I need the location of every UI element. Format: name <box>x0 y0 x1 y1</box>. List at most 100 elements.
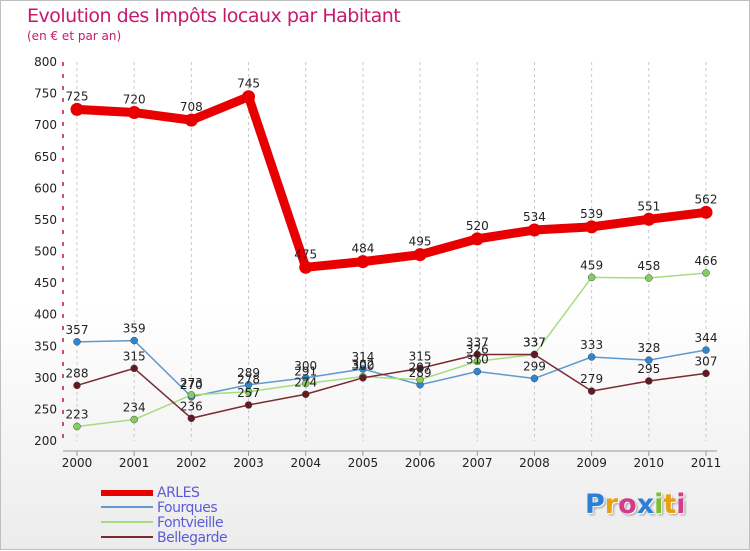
data-label-fontvieille: 273 <box>180 376 203 390</box>
data-label-fourques: 344 <box>695 331 718 345</box>
data-point-arles <box>356 255 370 269</box>
y-tick-label: 350 <box>34 339 57 353</box>
data-point-bellegarde <box>587 387 596 395</box>
data-label-fontvieille: 337 <box>523 335 546 349</box>
legend-swatch-arles <box>101 490 153 496</box>
data-point-fourques <box>702 346 710 354</box>
data-label-bellegarde: 337 <box>466 335 489 349</box>
data-point-bellegarde <box>702 369 710 378</box>
logo-letter: x <box>636 489 655 520</box>
legend-label-fontvieille: Fontvieille <box>157 515 224 531</box>
data-point-fourques <box>473 367 482 376</box>
data-label-bellegarde: 300 <box>351 359 374 373</box>
data-label-arles: 745 <box>237 77 260 91</box>
data-label-fourques: 328 <box>637 341 660 355</box>
data-label-fontvieille: 223 <box>66 407 89 421</box>
data-label-bellegarde: 307 <box>695 354 718 368</box>
data-point-fontvieille <box>130 415 138 424</box>
legend-swatch-fontvieille <box>101 521 153 523</box>
data-point-bellegarde <box>130 364 138 373</box>
x-tick-label: 2007 <box>462 456 493 470</box>
data-label-arles: 708 <box>180 100 203 114</box>
logo-letter: r <box>604 489 619 520</box>
data-point-arles <box>70 102 84 116</box>
data-point-fourques <box>645 356 653 364</box>
legend-swatch-bellegarde <box>101 536 153 538</box>
data-label-bellegarde: 288 <box>66 366 89 380</box>
legend-label-bellegarde: Bellegarde <box>157 530 228 546</box>
data-label-fontvieille: 234 <box>123 401 146 415</box>
data-point-arles <box>642 212 656 226</box>
data-label-fontvieille: 297 <box>409 361 432 375</box>
data-point-fourques <box>587 353 596 361</box>
data-label-arles: 725 <box>66 89 89 103</box>
data-label-fourques: 299 <box>523 359 546 373</box>
data-label-bellegarde: 257 <box>237 386 260 400</box>
data-point-arles <box>299 260 313 274</box>
data-point-fontvieille <box>187 391 196 399</box>
data-label-fontvieille: 466 <box>695 254 718 268</box>
data-point-fontvieille <box>244 387 253 396</box>
y-tick-label: 600 <box>34 181 57 195</box>
y-tick-label: 300 <box>34 371 57 385</box>
data-label-arles: 720 <box>123 93 146 107</box>
x-tick-label: 2001 <box>119 456 150 470</box>
data-label-fourques: 289 <box>409 366 432 380</box>
data-point-arles <box>184 113 198 127</box>
data-point-fontvieille <box>702 269 710 277</box>
x-tick-label: 2011 <box>691 456 722 470</box>
legend-label-arles: ARLES <box>157 485 200 501</box>
legend-swatch-fourques <box>101 506 153 508</box>
data-point-arles <box>413 248 427 262</box>
data-label-arles: 539 <box>580 207 603 221</box>
legend-label-fourques: Fourques <box>157 500 218 516</box>
y-tick-label: 500 <box>34 245 57 259</box>
series-line-bellegarde <box>76 353 707 420</box>
chart-title: Evolution des Impôts locaux par Habitant <box>27 5 401 27</box>
data-label-bellegarde: 315 <box>123 349 146 363</box>
series-line-fontvieille <box>76 272 707 428</box>
x-tick-label: 2002 <box>176 456 207 470</box>
data-point-bellegarde <box>359 374 367 382</box>
data-point-arles <box>527 223 541 237</box>
data-label-arles: 551 <box>637 199 660 213</box>
data-point-bellegarde <box>187 414 196 423</box>
data-point-fourques <box>359 365 367 373</box>
data-label-bellegarde: 337 <box>523 335 546 349</box>
data-label-arles: 534 <box>523 210 546 224</box>
data-label-bellegarde: 236 <box>180 399 203 413</box>
x-tick-label: 2000 <box>62 456 93 470</box>
y-tick-label: 450 <box>34 276 57 290</box>
series-line-arles <box>72 92 711 272</box>
data-point-fontvieille <box>645 274 653 282</box>
data-label-arles: 495 <box>409 235 432 249</box>
data-label-fontvieille: 278 <box>237 373 260 387</box>
data-label-fontvieille: 459 <box>580 258 603 272</box>
data-point-arles <box>242 90 256 104</box>
y-tick-label: 550 <box>34 213 57 227</box>
data-label-fourques: 270 <box>180 378 203 392</box>
data-label-fourques: 314 <box>351 350 374 364</box>
y-tick-label: 750 <box>34 87 57 101</box>
data-point-bellegarde <box>645 377 653 385</box>
data-label-fourques: 300 <box>294 359 317 373</box>
y-tick-label: 250 <box>34 402 57 416</box>
data-point-arles <box>585 220 599 234</box>
x-tick-label: 2009 <box>576 456 607 470</box>
data-point-fourques <box>530 374 539 383</box>
data-point-fontvieille <box>587 273 596 282</box>
logo-letter: o <box>618 489 637 520</box>
data-point-bellegarde <box>73 381 81 390</box>
data-label-fourques: 310 <box>466 353 489 367</box>
x-tick-label: 2006 <box>405 456 436 470</box>
data-point-arles <box>127 106 141 120</box>
data-label-bellegarde: 274 <box>294 375 317 389</box>
data-point-fontvieille <box>73 422 81 431</box>
y-tick-label: 200 <box>34 434 57 448</box>
data-point-fourques <box>73 338 81 346</box>
data-label-arles: 520 <box>466 219 489 233</box>
data-label-fourques: 357 <box>66 323 89 337</box>
data-label-bellegarde: 295 <box>637 362 660 376</box>
data-point-arles <box>699 205 713 219</box>
